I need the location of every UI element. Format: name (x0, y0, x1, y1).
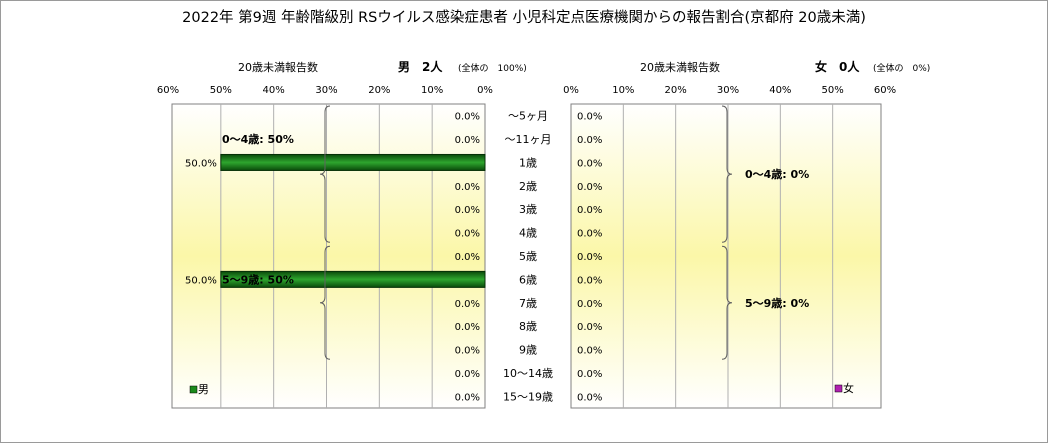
male-value-label: 0.0% (455, 112, 480, 123)
male-group-brace (319, 245, 331, 360)
male-value-label: 0.0% (455, 299, 480, 310)
female-value-label: 0.0% (577, 182, 602, 193)
category-label: ～11ヶ月 (505, 133, 552, 146)
right-axis-label: 20歳未満報告数 (640, 61, 720, 74)
left-tick-label: 20% (368, 85, 390, 96)
category-label: 8歳 (519, 320, 537, 333)
female-legend-label: 女 (843, 381, 854, 395)
male-value-label: 0.0% (455, 229, 480, 240)
category-label: 15～19歳 (503, 390, 553, 403)
left-tick-label: 10% (421, 85, 443, 96)
category-label: 6歳 (519, 273, 537, 286)
male-value-label: 0.0% (455, 322, 480, 333)
right-tick-label: 20% (665, 85, 687, 96)
female-value-label: 0.0% (577, 322, 602, 333)
female-group-label: 5～9歳: 0% (745, 296, 809, 310)
female-value-label: 0.0% (577, 205, 602, 216)
female-value-label: 0.0% (577, 346, 602, 357)
category-label: 10～14歳 (503, 367, 553, 380)
female-header: 女 0人 (815, 59, 860, 74)
chart-title: 2022年 第9週 年齢階級別 RSウイルス感染症患者 小児科定点医療機関からの… (182, 8, 866, 26)
right-tick-label: 10% (612, 85, 634, 96)
left-tick-label: 50% (210, 85, 232, 96)
male-value-label: 50.0% (185, 275, 217, 286)
right-tick-label: 40% (769, 85, 791, 96)
female-value-label: 0.0% (577, 275, 602, 286)
male-group-label: 0～4歳: 50% (222, 132, 294, 146)
female-value-label: 0.0% (577, 112, 602, 123)
female-value-label: 0.0% (577, 369, 602, 380)
male-group-brace (319, 105, 331, 243)
category-label: 2歳 (519, 180, 537, 193)
female-value-label: 0.0% (577, 229, 602, 240)
category-label: 9歳 (519, 344, 537, 357)
male-value-label: 0.0% (455, 182, 480, 193)
male-bar (220, 153, 486, 171)
right-tick-label: 30% (717, 85, 739, 96)
right-tick-label: 50% (822, 85, 844, 96)
male-value-label: 0.0% (455, 346, 480, 357)
male-value-label: 0.0% (455, 135, 480, 146)
left-axis-label: 20歳未満報告数 (238, 61, 318, 74)
category-label: ～5ヶ月 (508, 110, 548, 123)
right-plot-background (570, 103, 882, 409)
category-label: 3歳 (519, 203, 537, 216)
female-value-label: 0.0% (577, 392, 602, 403)
female-value-label: 0.0% (577, 299, 602, 310)
female-value-label: 0.0% (577, 252, 602, 263)
category-label: 7歳 (519, 297, 537, 310)
male-value-label: 50.0% (185, 158, 217, 169)
plot-area: 60% 50% 40% 30% 20% 10% 0% 0% 10% 20% 30% 40% 50% 60%… (157, 59, 930, 409)
left-tick-label: 0% (477, 85, 493, 96)
right-tick-label: 0% (563, 85, 579, 96)
male-bar (220, 270, 486, 288)
left-tick-label: 60% (157, 85, 179, 96)
male-header: 男 2人 (398, 59, 443, 74)
category-label: 1歳 (519, 156, 537, 169)
category-label: 5歳 (519, 250, 537, 263)
male-legend-label: 男 (198, 383, 209, 396)
female-value-label: 0.0% (577, 158, 602, 169)
right-tick-label: 60% (874, 85, 896, 96)
female-legend-swatch (834, 384, 843, 393)
male-value-label: 0.0% (455, 369, 480, 380)
male-value-label: 0.0% (455, 252, 480, 263)
left-tick-label: 30% (315, 85, 337, 96)
female-group-brace (721, 105, 733, 243)
left-plot-background (171, 103, 486, 409)
male-legend-swatch (189, 385, 198, 394)
male-header-sub: (全体の 100%) (458, 62, 527, 74)
female-group-brace (721, 245, 733, 360)
female-header-sub: (全体の 0%) (873, 62, 930, 74)
left-tick-label: 40% (263, 85, 285, 96)
male-value-label: 0.0% (455, 392, 480, 403)
male-group-label: 5～9歳: 50% (222, 272, 294, 286)
female-value-label: 0.0% (577, 135, 602, 146)
category-label: 4歳 (519, 227, 537, 240)
male-value-label: 0.0% (455, 205, 480, 216)
female-group-label: 0～4歳: 0% (745, 167, 809, 181)
